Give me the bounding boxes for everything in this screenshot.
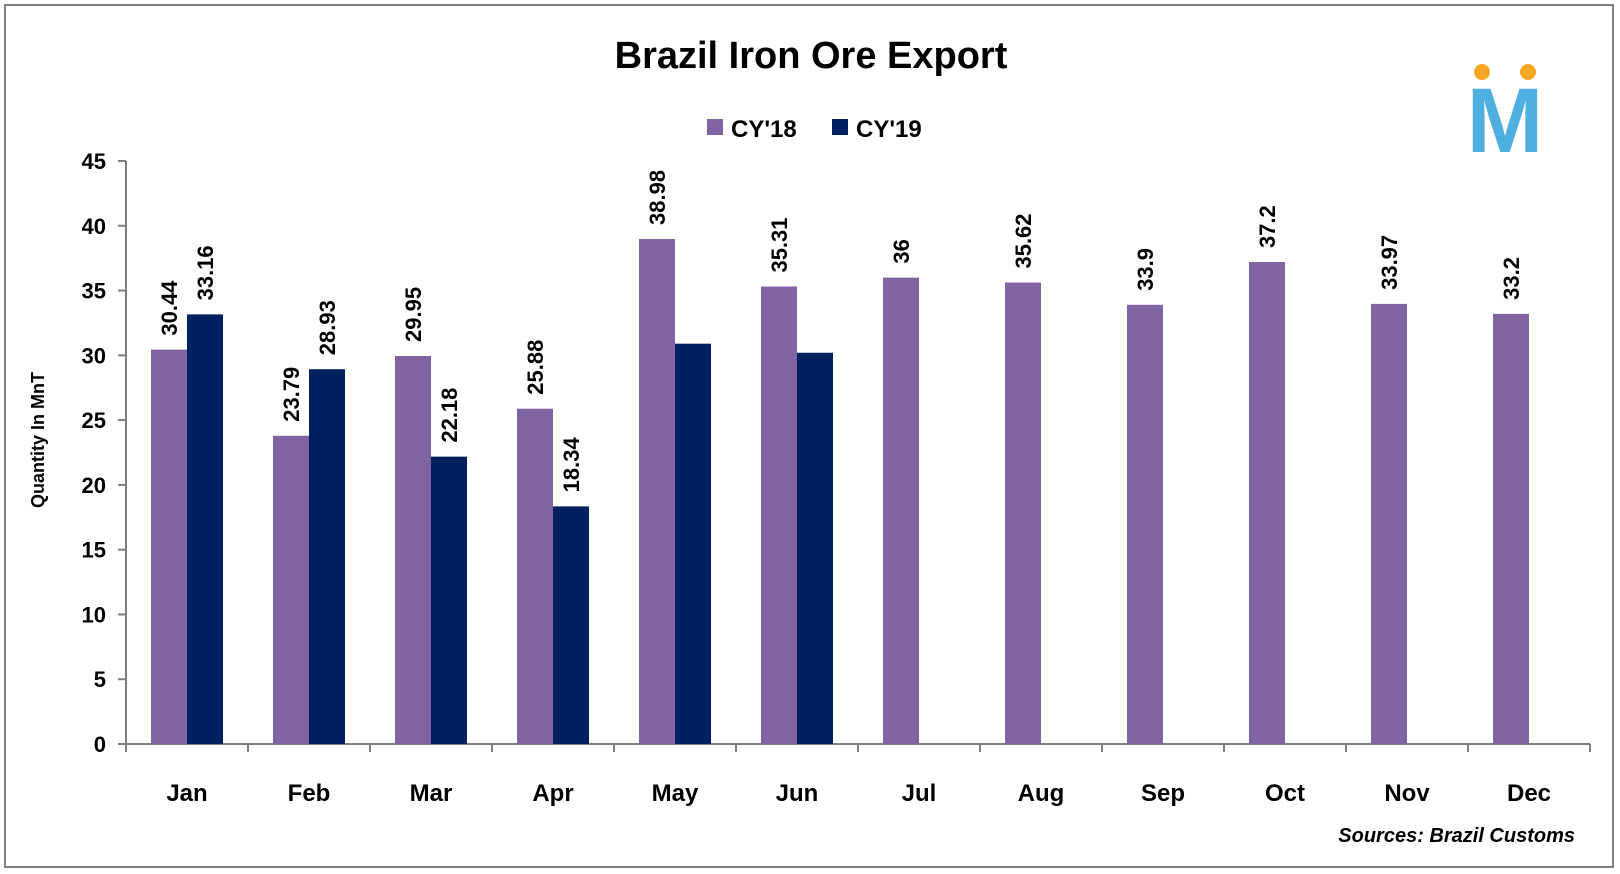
x-tick-label: Mar (410, 780, 453, 807)
logo: M (1467, 64, 1544, 172)
y-tick-label: 20 (82, 473, 106, 498)
x-tick-label: Nov (1384, 780, 1430, 807)
data-label-cy18: 33.2 (1499, 257, 1524, 300)
x-tick-label: Jul (902, 780, 937, 807)
x-tick-label: Oct (1265, 780, 1305, 807)
data-label-cy18: 35.31 (767, 217, 792, 272)
bar-cy18 (1493, 313, 1529, 744)
data-label-cy18: 29.95 (401, 287, 426, 342)
y-tick-label: 35 (82, 279, 106, 304)
x-tick-label: Feb (288, 780, 331, 807)
bar-cy18 (761, 286, 797, 744)
bar-cy18 (395, 355, 431, 744)
x-tick-label: Aug (1018, 780, 1065, 807)
data-label-cy19: 28.93 (315, 300, 340, 355)
data-label-cy18: 23.79 (279, 367, 304, 422)
data-label-cy18: 33.9 (1133, 248, 1158, 291)
data-label-cy18: 35.62 (1011, 213, 1036, 268)
bar-cy19 (675, 343, 711, 744)
y-tick-label: 45 (82, 149, 106, 174)
x-tick-label: Apr (532, 780, 573, 807)
bar-chart: Brazil Iron Ore Export CY'18 CY'19 M Qua… (28, 35, 1591, 847)
bar-cy18 (1249, 262, 1285, 744)
x-tick-label: Jun (776, 780, 819, 807)
data-label-cy18: 25.88 (523, 340, 548, 395)
data-label-cy19: 33.16 (193, 245, 218, 300)
legend-label-cy19: CY'19 (856, 116, 922, 143)
logo-dot-right (1520, 64, 1536, 80)
y-tick-label: 5 (94, 667, 106, 692)
y-tick-label: 40 (82, 214, 106, 239)
bar-cy18 (883, 277, 919, 744)
data-label-cy18: 37.2 (1255, 205, 1280, 248)
legend-swatch-cy18 (707, 119, 723, 135)
y-tick-label: 15 (82, 538, 106, 563)
bar-cy19 (797, 352, 833, 744)
x-tick-label: Dec (1507, 780, 1551, 807)
legend-swatch-cy19 (832, 119, 848, 135)
data-label-cy18: 30.44 (157, 280, 182, 336)
y-tick-label: 10 (82, 602, 106, 627)
bar-cy19 (431, 456, 467, 744)
bar-cy18 (639, 238, 675, 745)
data-label-cy18: 38.98 (645, 170, 670, 225)
legend-label-cy18: CY'18 (731, 116, 797, 143)
y-tick-label: 30 (82, 343, 106, 368)
data-label-cy18: 33.97 (1377, 235, 1402, 290)
data-label-cy19: 22.18 (437, 388, 462, 443)
legend: CY'18 CY'19 (707, 116, 922, 143)
bar-cy18 (517, 408, 553, 744)
bar-cy18 (1005, 282, 1041, 744)
source-note: Sources: Brazil Customs (1338, 825, 1575, 847)
bar-cy18 (151, 349, 187, 744)
chart-frame: Brazil Iron Ore Export CY'18 CY'19 M Qua… (4, 4, 1614, 868)
y-axis-label: Quantity In MnT (28, 372, 48, 508)
bar-cy18 (1127, 304, 1163, 744)
bar-cy19 (309, 369, 345, 744)
chart-title: Brazil Iron Ore Export (615, 35, 1008, 77)
x-tick-label: Jan (166, 780, 207, 807)
y-tick-label: 25 (82, 408, 106, 433)
bar-cy18 (1371, 303, 1407, 744)
x-tick-label: Sep (1141, 780, 1185, 807)
data-label-cy19: 18.34 (559, 437, 584, 493)
x-tick-label: May (652, 780, 699, 807)
plot-area: 0 5 10 15 20 25 30 35 40 45 Jan Feb Mar Apr May Jun Jul A… (82, 149, 1591, 807)
data-label-cy18: 36 (889, 239, 914, 263)
bar-cy19 (553, 506, 589, 744)
y-tick-label: 0 (94, 732, 106, 757)
bar-cy18 (273, 435, 309, 744)
logo-dot-left (1474, 64, 1490, 80)
logo-letter: M (1467, 70, 1544, 172)
bar-cy19 (187, 314, 223, 744)
